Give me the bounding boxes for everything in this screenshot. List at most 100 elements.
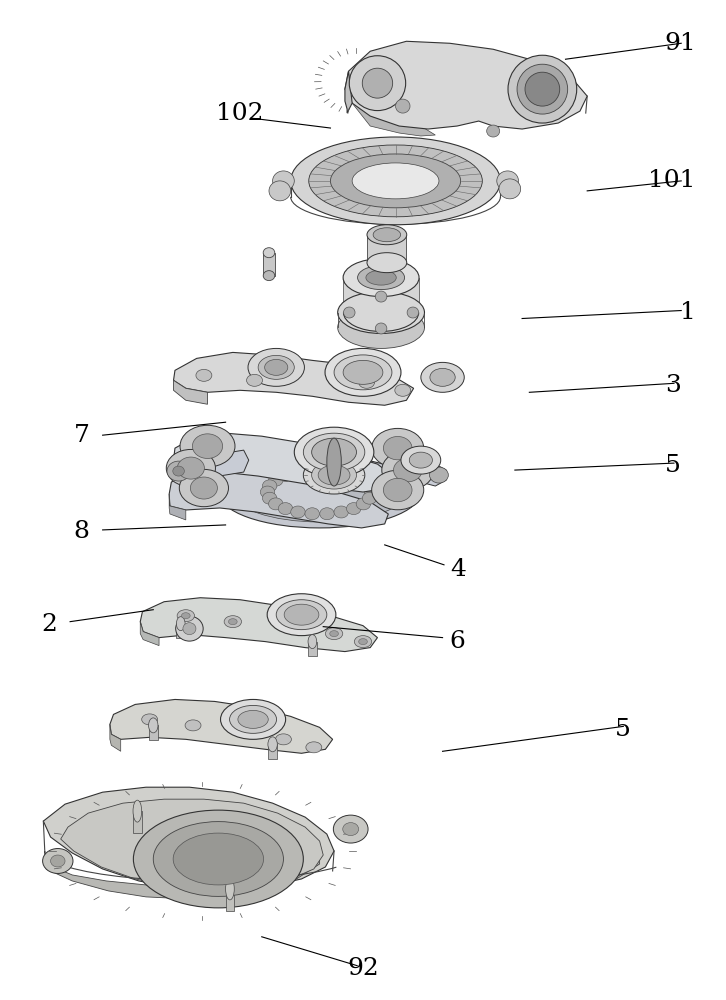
Ellipse shape: [264, 271, 274, 281]
Ellipse shape: [430, 467, 449, 483]
Ellipse shape: [383, 478, 412, 502]
Ellipse shape: [338, 307, 425, 348]
Ellipse shape: [372, 470, 424, 510]
Ellipse shape: [334, 355, 392, 390]
Ellipse shape: [278, 469, 293, 481]
Polygon shape: [269, 744, 277, 759]
Ellipse shape: [294, 427, 374, 477]
Ellipse shape: [264, 248, 274, 258]
Ellipse shape: [367, 253, 407, 273]
Polygon shape: [149, 725, 158, 740]
Ellipse shape: [269, 498, 283, 510]
Polygon shape: [174, 433, 396, 492]
Ellipse shape: [176, 617, 185, 631]
Ellipse shape: [290, 506, 305, 518]
Ellipse shape: [372, 428, 424, 468]
Text: 6: 6: [450, 630, 465, 653]
Text: 4: 4: [450, 558, 465, 581]
Ellipse shape: [375, 323, 387, 334]
Ellipse shape: [334, 466, 348, 478]
Ellipse shape: [174, 833, 264, 885]
Polygon shape: [264, 253, 274, 276]
Ellipse shape: [261, 486, 274, 498]
Ellipse shape: [407, 307, 419, 318]
Ellipse shape: [183, 623, 196, 635]
Ellipse shape: [343, 360, 383, 384]
Ellipse shape: [272, 171, 294, 191]
Ellipse shape: [133, 800, 142, 822]
Polygon shape: [169, 494, 186, 520]
Ellipse shape: [362, 480, 377, 492]
Polygon shape: [44, 787, 334, 891]
Ellipse shape: [269, 181, 290, 201]
Ellipse shape: [196, 369, 212, 381]
Polygon shape: [133, 811, 142, 833]
Ellipse shape: [51, 855, 65, 867]
Ellipse shape: [142, 714, 158, 725]
Ellipse shape: [486, 125, 499, 137]
Ellipse shape: [346, 469, 361, 481]
Text: 101: 101: [648, 169, 696, 192]
Ellipse shape: [276, 600, 327, 630]
Ellipse shape: [269, 474, 283, 486]
Ellipse shape: [177, 610, 195, 622]
Ellipse shape: [330, 631, 338, 637]
Polygon shape: [345, 41, 587, 129]
Ellipse shape: [226, 878, 234, 900]
Ellipse shape: [180, 425, 235, 467]
Text: 3: 3: [665, 374, 681, 397]
Polygon shape: [171, 450, 249, 482]
Text: 5: 5: [615, 718, 631, 741]
Ellipse shape: [149, 718, 158, 733]
Ellipse shape: [303, 456, 364, 494]
Ellipse shape: [229, 619, 237, 625]
Ellipse shape: [233, 462, 407, 522]
Polygon shape: [140, 622, 159, 646]
Ellipse shape: [525, 72, 560, 106]
Polygon shape: [61, 799, 323, 889]
Ellipse shape: [354, 636, 372, 648]
Ellipse shape: [308, 635, 317, 649]
Ellipse shape: [229, 705, 277, 733]
Polygon shape: [169, 470, 388, 528]
Ellipse shape: [325, 628, 343, 640]
Ellipse shape: [373, 228, 401, 242]
Ellipse shape: [497, 171, 518, 191]
Ellipse shape: [185, 720, 201, 731]
Ellipse shape: [167, 461, 190, 481]
Ellipse shape: [221, 699, 285, 739]
Ellipse shape: [173, 466, 184, 476]
Polygon shape: [110, 724, 121, 751]
Ellipse shape: [327, 438, 341, 486]
Polygon shape: [176, 624, 185, 638]
Ellipse shape: [306, 742, 322, 753]
Ellipse shape: [499, 179, 521, 199]
Ellipse shape: [311, 461, 356, 489]
Ellipse shape: [43, 849, 73, 873]
Ellipse shape: [262, 480, 277, 492]
Ellipse shape: [343, 259, 419, 297]
Polygon shape: [226, 889, 234, 911]
Polygon shape: [392, 454, 446, 486]
Ellipse shape: [166, 449, 216, 487]
Ellipse shape: [366, 270, 396, 285]
Ellipse shape: [333, 815, 368, 843]
Ellipse shape: [303, 433, 364, 471]
Ellipse shape: [319, 464, 334, 476]
Polygon shape: [174, 352, 414, 405]
Ellipse shape: [359, 639, 367, 645]
Ellipse shape: [330, 154, 460, 208]
Ellipse shape: [367, 225, 407, 245]
Ellipse shape: [182, 613, 190, 619]
Ellipse shape: [517, 64, 568, 114]
Ellipse shape: [346, 503, 361, 515]
Ellipse shape: [358, 266, 404, 290]
Text: 102: 102: [216, 102, 264, 125]
Ellipse shape: [219, 456, 421, 528]
Ellipse shape: [290, 137, 500, 225]
Ellipse shape: [325, 348, 401, 396]
Ellipse shape: [334, 506, 348, 518]
Ellipse shape: [305, 508, 319, 520]
Ellipse shape: [290, 466, 305, 478]
Polygon shape: [140, 598, 378, 652]
